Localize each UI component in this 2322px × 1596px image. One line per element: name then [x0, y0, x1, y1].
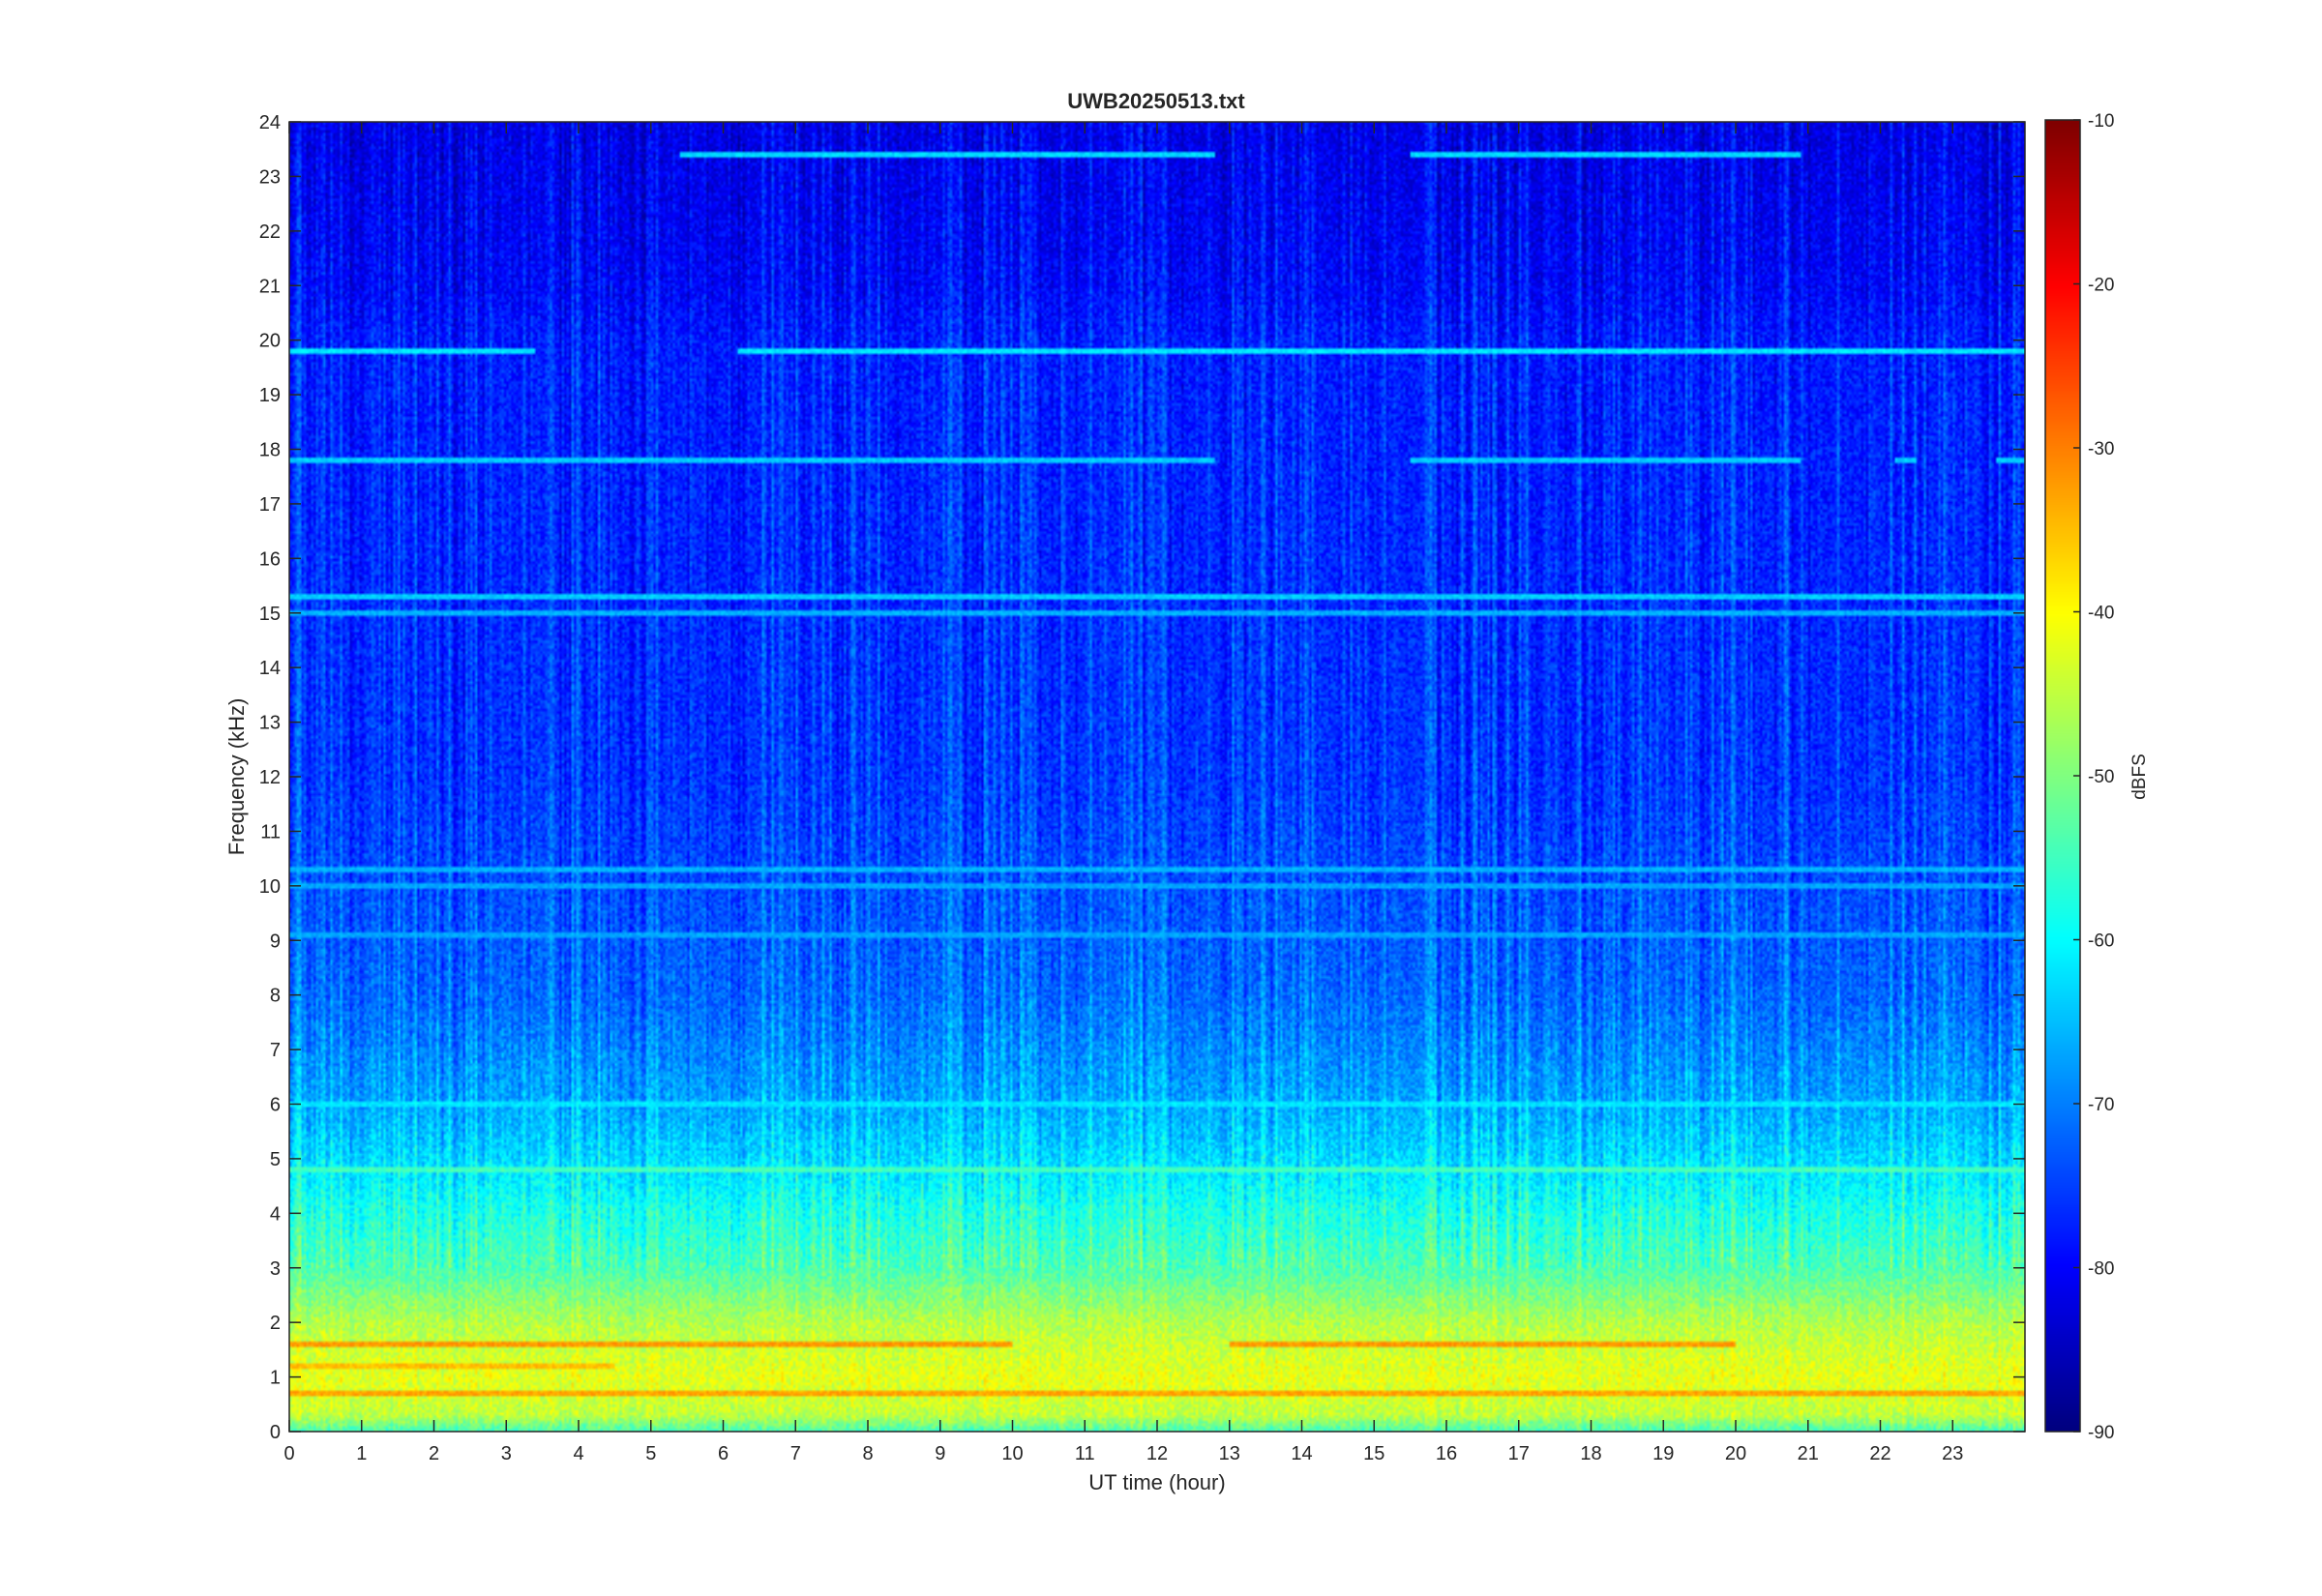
x-tick-label: 10	[1001, 1443, 1023, 1464]
colorbar-tick-label: -60	[2088, 931, 2114, 952]
x-tick-label: 5	[645, 1443, 656, 1464]
y-tick-label: 3	[270, 1258, 281, 1280]
x-tick-label: 9	[935, 1443, 945, 1464]
x-axis-label: UT time (hour)	[1088, 1470, 1225, 1494]
colorbar-ticks: -10 -20 -30 -40 -50 -60 -70 -80 -90	[2073, 111, 2114, 1443]
y-tick-label: 16	[259, 548, 281, 570]
x-tick-label: 0	[283, 1443, 294, 1464]
spectrogram-heatmap	[289, 122, 2025, 1432]
colorbar-tick-label: -40	[2088, 604, 2114, 624]
x-tick-label: 15	[1363, 1443, 1384, 1464]
plot-area	[288, 121, 2026, 1433]
colorbar-tick-label: -10	[2088, 111, 2114, 132]
y-tick-label: 22	[259, 222, 281, 243]
colorbar-tick-label: -20	[2088, 276, 2114, 296]
y-tick-label: 19	[259, 385, 281, 406]
colorbar-tick-label: -80	[2088, 1259, 2114, 1280]
colorbar: -10 -20 -30 -40 -50 -60 -70 -80 -90 dBFS	[2044, 111, 2150, 1443]
x-tick-label: 23	[1942, 1443, 1963, 1464]
x-tick-label: 2	[429, 1443, 439, 1464]
y-tick-label: 13	[259, 713, 281, 734]
colorbar-label: dBFS	[2129, 754, 2150, 800]
y-tick-label: 23	[259, 166, 281, 188]
x-tick-label: 13	[1219, 1443, 1240, 1464]
x-tick-label: 4	[573, 1443, 583, 1464]
y-tick-label: 21	[259, 276, 281, 297]
x-tick-label: 20	[1725, 1443, 1746, 1464]
y-tick-label: 4	[270, 1203, 281, 1225]
colorbar-tick-label: -30	[2088, 439, 2114, 459]
x-tick-label: 6	[718, 1443, 729, 1464]
y-tick-label: 24	[259, 112, 281, 133]
y-tick-label: 7	[270, 1040, 281, 1061]
colorbar-tick-label: -70	[2088, 1095, 2114, 1115]
colorbar-tick-label: -50	[2088, 767, 2114, 787]
y-tick-label: 11	[260, 821, 281, 842]
x-tick-label: 21	[1798, 1443, 1819, 1464]
y-tick-label: 14	[259, 658, 281, 679]
y-tick-label: 15	[259, 604, 281, 625]
y-tick-label: 9	[270, 931, 281, 952]
y-tick-label: 1	[270, 1368, 281, 1389]
x-tick-label: 16	[1436, 1443, 1457, 1464]
x-tick-label: 19	[1652, 1443, 1674, 1464]
y-tick-label: 12	[259, 767, 281, 788]
x-tick-label: 1	[356, 1443, 367, 1464]
y-tick-label: 18	[259, 440, 281, 461]
colorbar-tick-label: -90	[2088, 1423, 2114, 1443]
y-tick-label: 20	[259, 331, 281, 352]
x-tick-label: 22	[1869, 1443, 1890, 1464]
x-axis: 0 1 2 3 4 5 6 7 8 9 10 11 12 13 14 15 16 17 18 19 20 21 22 23	[283, 122, 1963, 1464]
y-tick-label: 6	[270, 1095, 281, 1116]
y-tick-label: 0	[270, 1422, 281, 1443]
x-tick-label: 12	[1146, 1443, 1168, 1464]
y-tick-label: 10	[259, 876, 281, 898]
x-tick-label: 7	[790, 1443, 801, 1464]
x-tick-label: 8	[862, 1443, 873, 1464]
y-tick-label: 2	[270, 1313, 281, 1334]
y-tick-label: 5	[270, 1149, 281, 1170]
x-tick-label: 14	[1291, 1443, 1312, 1464]
y-tick-label: 17	[259, 494, 281, 516]
x-tick-label: 11	[1075, 1443, 1095, 1464]
x-tick-label: 17	[1508, 1443, 1530, 1464]
y-tick-label: 8	[270, 986, 281, 1007]
x-tick-label: 3	[501, 1443, 512, 1464]
x-tick-label: 18	[1580, 1443, 1601, 1464]
chart-title: UWB20250513.txt	[1067, 89, 1245, 113]
y-axis-label: Frequency (kHz)	[224, 698, 249, 856]
